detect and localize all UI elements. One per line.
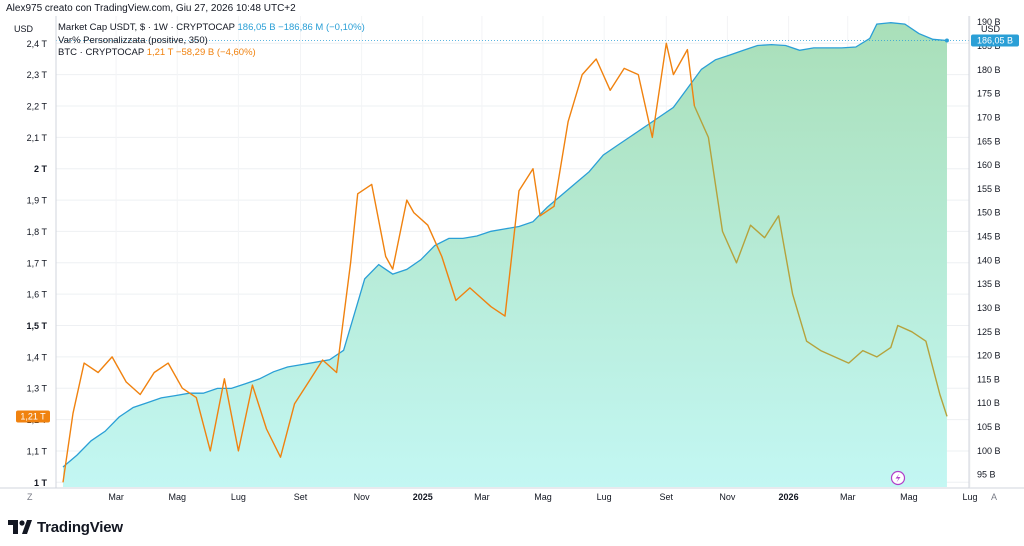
x-tick-label: Mar bbox=[840, 492, 856, 502]
btc-line[interactable] bbox=[62, 42, 696, 483]
chart-header: Alex975 creato con TradingView.com, Giu … bbox=[6, 3, 296, 14]
right-tick-label: 140 B bbox=[977, 255, 1001, 265]
left-tick-label: 1,9 T bbox=[27, 196, 48, 206]
x-tick-label: Mag bbox=[900, 492, 918, 502]
left-tick-label: 2,2 T bbox=[27, 101, 48, 111]
left-axis-unit: USD bbox=[14, 24, 34, 34]
chart-canvas[interactable]: 1 T1,1 T1,2 T1,3 T1,4 T1,5 T1,6 T1,7 T1,… bbox=[0, 0, 1024, 508]
usdt-price-tag bbox=[971, 34, 1019, 47]
left-tick-label: 1 T bbox=[34, 478, 48, 488]
x-tick-label: Nov bbox=[354, 492, 371, 502]
right-price-scale[interactable]: 95 B 100 B 105 B 110 B 115 B 120 B 125 B 130 B 1… bbox=[977, 17, 1001, 479]
right-tick-label: 165 B bbox=[977, 136, 1001, 146]
legend-btc[interactable]: BTC · CRYPTOCAP 1,21 T −58,29 B (−4,60%) bbox=[58, 47, 365, 60]
right-tick-label: 190 B bbox=[977, 17, 1001, 27]
btc-price-label: 1,21 T bbox=[20, 411, 46, 421]
legend-usdt[interactable]: Market Cap USDT, $ · 1W · CRYPTOCAP 186,… bbox=[58, 22, 365, 35]
legend-btc-values: 1,21 T −58,29 B (−4,60%) bbox=[146, 47, 256, 58]
right-tick-label: 155 B bbox=[977, 184, 1001, 194]
usdt-area bbox=[63, 22, 947, 487]
right-tick-label: 115 B bbox=[977, 374, 1000, 384]
left-tick-label: 2 T bbox=[34, 164, 48, 174]
right-tick-label: 145 B bbox=[977, 232, 1001, 242]
auto-scale-button[interactable]: A bbox=[991, 492, 998, 502]
left-tick-label: 1,5 T bbox=[26, 321, 47, 331]
right-tick-label: 100 B bbox=[977, 446, 1001, 456]
left-tick-label: 1,1 T bbox=[27, 446, 48, 456]
right-tick-label: 120 B bbox=[977, 351, 1001, 361]
legend-usdt-label: Market Cap USDT, $ · 1W · CRYPTOCAP bbox=[58, 22, 235, 33]
legend-btc-label: BTC · CRYPTOCAP bbox=[58, 47, 145, 58]
right-tick-label: 110 B bbox=[977, 398, 1000, 408]
right-tick-label: 170 B bbox=[977, 112, 1001, 122]
x-tick-label: Nov bbox=[719, 492, 736, 502]
legend-indicator-label: Var% Personalizzata (positive, 350) bbox=[58, 34, 208, 46]
left-tick-label: 1,4 T bbox=[27, 352, 48, 362]
time-scale[interactable]: Mar Mag Lug Set Nov 2025 Mar Mag Lug Set Nov 2026 Ma… bbox=[108, 492, 977, 502]
x-tick-label: Set bbox=[294, 492, 308, 502]
x-tick-label: Lug bbox=[597, 492, 612, 502]
legend-indicator[interactable]: Var% Personalizzata (positive, 350) bbox=[58, 35, 365, 48]
chart-legend: Market Cap USDT, $ · 1W · CRYPTOCAP 186,… bbox=[58, 22, 365, 60]
left-tick-label: 2,1 T bbox=[27, 133, 48, 143]
left-tick-label: 1,8 T bbox=[27, 227, 48, 237]
x-tick-label: Mag bbox=[534, 492, 552, 502]
x-tick-label: Mar bbox=[474, 492, 490, 502]
left-tick-label: 1,7 T bbox=[27, 258, 48, 268]
x-tick-label: Lug bbox=[962, 492, 977, 502]
right-tick-label: 95 B bbox=[977, 470, 996, 480]
right-tick-label: 175 B bbox=[977, 89, 1001, 99]
btc-price-tag bbox=[16, 410, 50, 423]
right-tick-label: 160 B bbox=[977, 160, 1001, 170]
btc-line-late[interactable] bbox=[693, 105, 948, 417]
usdt-price-label: 186,05 B bbox=[977, 36, 1013, 46]
x-tick-label: Set bbox=[660, 492, 674, 502]
left-tick-label: 1,3 T bbox=[27, 384, 48, 394]
right-tick-label: 135 B bbox=[977, 279, 1001, 289]
right-tick-label: 125 B bbox=[977, 327, 1001, 337]
zoom-toggle-button[interactable]: Z bbox=[27, 492, 33, 502]
usdt-line[interactable] bbox=[62, 22, 948, 468]
tradingview-logo-icon bbox=[8, 520, 32, 534]
right-tick-label: 150 B bbox=[977, 208, 1001, 218]
x-tick-label: Mag bbox=[168, 492, 186, 502]
right-tick-label: 105 B bbox=[977, 422, 1001, 432]
brand-footer: TradingView bbox=[8, 516, 123, 538]
usdt-last-point bbox=[944, 38, 949, 43]
brand-name: TradingView bbox=[37, 518, 123, 536]
left-tick-label: 1,6 T bbox=[27, 290, 48, 300]
right-axis-unit: USD bbox=[981, 24, 1001, 34]
left-tick-label: 2,4 T bbox=[27, 39, 48, 49]
x-tick-label: Lug bbox=[231, 492, 246, 502]
right-tick-label: 180 B bbox=[977, 65, 1001, 75]
lightning-icon[interactable] bbox=[890, 470, 906, 486]
x-tick-label: 2026 bbox=[779, 492, 799, 502]
right-tick-label: 130 B bbox=[977, 303, 1001, 313]
legend-usdt-values: 186,05 B −186,86 M (−0,10%) bbox=[237, 22, 365, 33]
x-tick-label: 2025 bbox=[413, 492, 433, 502]
left-price-scale[interactable]: 1 T1,1 T1,2 T1,3 T1,4 T1,5 T1,6 T1,7 T1,… bbox=[26, 39, 47, 488]
left-tick-label: 2,3 T bbox=[27, 70, 48, 80]
x-tick-label: Mar bbox=[108, 492, 124, 502]
